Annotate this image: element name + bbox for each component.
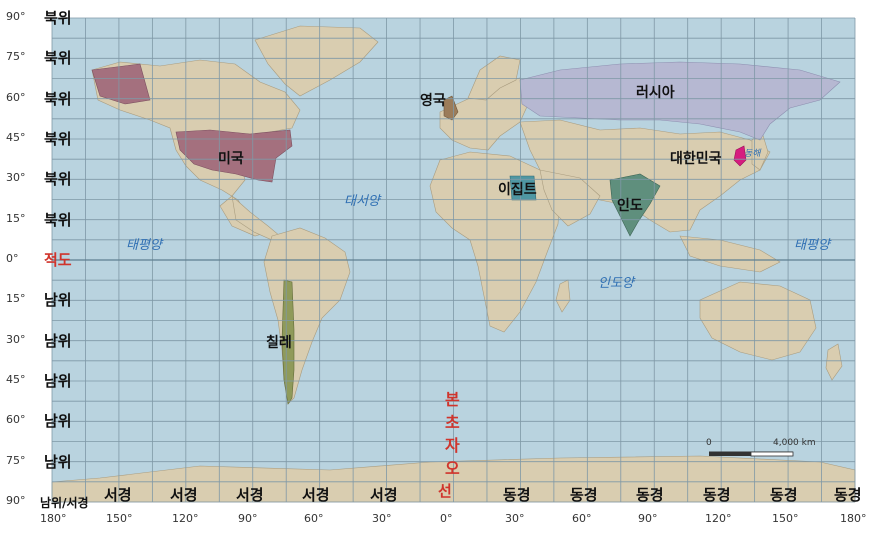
longitude-degree-label: 90° <box>638 512 658 525</box>
scandinavia <box>467 55 521 101</box>
label-atlantic: 대서양 <box>344 194 380 209</box>
prime-meridian-char: 자 <box>445 436 460 455</box>
label-egypt: 이집트 <box>498 182 537 198</box>
label-korea: 대한민국 <box>670 151 722 167</box>
usa-area <box>175 129 293 183</box>
latitude-degree-label: 75° <box>6 453 26 467</box>
latitude-word-label: 남위 <box>44 291 72 310</box>
longitude-degree-label: 120° <box>172 512 199 525</box>
latitude-word-label: 남위 <box>44 412 72 431</box>
latitude-word-label: 북위 <box>44 89 72 108</box>
chile-area <box>281 279 295 405</box>
longitude-degree-label: 120° <box>705 512 732 525</box>
label-russia: 러시아 <box>636 85 675 101</box>
latitude-degree-label: 60° <box>6 413 26 427</box>
label-pacific-west: 태평양 <box>126 238 162 253</box>
latitude-word-label: 북위 <box>44 49 72 68</box>
korea-area <box>733 145 747 167</box>
longitude-degree-label: 0° <box>440 512 453 525</box>
latitude-word-label: 남위/서경 <box>40 496 89 510</box>
longitude-word-label: 서경 <box>302 486 330 504</box>
label-chile: 칠레 <box>266 335 292 351</box>
label-east-sea: 동해 <box>744 149 761 159</box>
longitude-word-label: 동경 <box>770 486 798 504</box>
egypt-area <box>509 175 537 201</box>
longitude-word-label: 선 <box>438 482 452 500</box>
longitude-degree-label: 30° <box>372 512 392 525</box>
latitude-degree-label: 90° <box>6 10 26 23</box>
longitude-degree-label: 180° <box>40 512 67 525</box>
graticule-grid <box>51 17 856 503</box>
label-india: 인도 <box>617 198 643 214</box>
latitude-word-label: 북위 <box>44 210 72 229</box>
longitude-word-label: 동경 <box>703 486 731 504</box>
scale-start-label: 0 <box>706 438 712 448</box>
label-pacific-east: 태평양 <box>794 238 830 253</box>
prime-meridian-char: 본 <box>445 390 460 409</box>
scale-end-label: 4,000 km <box>773 438 816 448</box>
longitude-word-label: 서경 <box>104 486 132 504</box>
latitude-degree-label: 30° <box>6 332 26 346</box>
longitude-degree-label: 150° <box>106 512 133 525</box>
latitude-degree-label: 0° <box>6 252 19 265</box>
latitude-degree-label: 45° <box>6 131 26 144</box>
longitude-word-label: 동경 <box>834 486 862 504</box>
prime-meridian-char: 초 <box>445 413 460 432</box>
latitude-word-label: 남위 <box>44 452 72 471</box>
russia-area <box>519 61 841 141</box>
latitude-word-label: 남위 <box>44 372 72 390</box>
longitude-degree-label: 90° <box>238 512 258 525</box>
india-area <box>609 173 661 237</box>
longitude-degree-label: 60° <box>304 512 324 525</box>
label-usa: 미국 <box>218 151 244 167</box>
latitude-degree-label: 30° <box>6 171 26 185</box>
longitude-word-label: 서경 <box>170 486 198 504</box>
latitude-degree-label: 45° <box>6 373 26 386</box>
latitude-word-label: 북위 <box>44 9 72 27</box>
latitude-degree-label: 90° <box>6 494 26 507</box>
longitude-word-label: 동경 <box>636 486 664 504</box>
longitude-degree-label: 180° <box>840 512 867 525</box>
prime-meridian-char: 오 <box>445 459 460 478</box>
longitude-word-label: 동경 <box>570 486 598 504</box>
uk-area <box>443 95 459 121</box>
latitude-word-label: 북위 <box>44 170 72 189</box>
longitude-degree-label: 150° <box>772 512 799 525</box>
longitude-word-label: 서경 <box>236 486 264 504</box>
alaska-area <box>91 63 151 105</box>
scale-bar <box>709 451 794 457</box>
latitude-degree-label: 60° <box>6 90 26 104</box>
longitude-degree-label: 30° <box>505 512 525 525</box>
madagascar <box>555 279 571 313</box>
label-indian: 인도양 <box>598 276 634 291</box>
latitude-degree-label: 15° <box>6 292 26 306</box>
new-zealand <box>825 343 843 381</box>
latitude-degree-label: 75° <box>6 50 26 64</box>
latitude-degree-label: 15° <box>6 211 26 225</box>
label-uk: 영국 <box>420 93 446 109</box>
longitude-degree-label: 60° <box>572 512 592 525</box>
latitude-word-label: 적도 <box>44 251 72 269</box>
longitude-word-label: 동경 <box>503 486 531 504</box>
longitude-word-label: 서경 <box>370 486 398 504</box>
latitude-word-label: 남위 <box>44 331 72 350</box>
latitude-word-label: 북위 <box>44 130 72 148</box>
